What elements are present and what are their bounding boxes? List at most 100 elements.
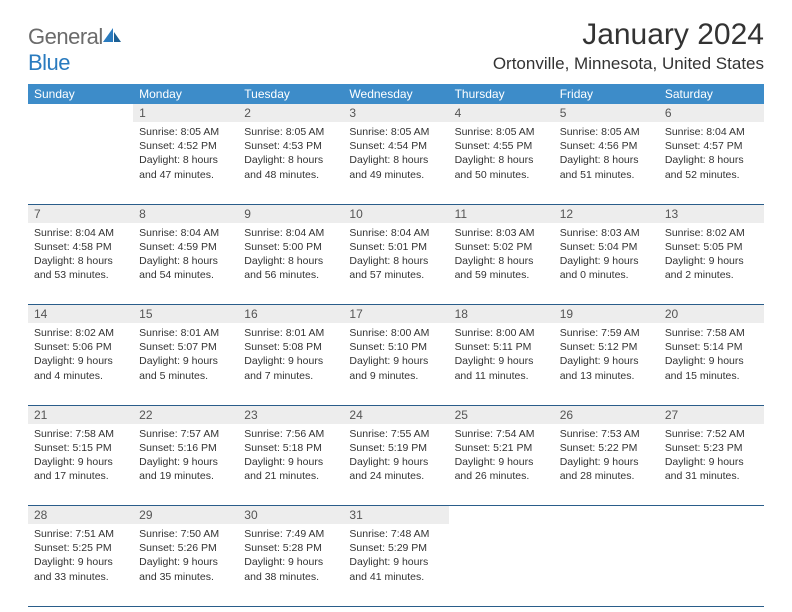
sail-icon bbox=[101, 24, 123, 49]
day-cell: Sunrise: 8:03 AMSunset: 5:04 PMDaylight:… bbox=[554, 223, 659, 305]
day-cell: Sunrise: 8:04 AMSunset: 5:00 PMDaylight:… bbox=[238, 223, 343, 305]
day-cell: Sunrise: 7:52 AMSunset: 5:23 PMDaylight:… bbox=[659, 424, 764, 506]
weekday-header: Wednesday bbox=[343, 84, 448, 104]
day-cell-body: Sunrise: 8:04 AMSunset: 5:00 PMDaylight:… bbox=[238, 223, 343, 289]
day-number: 19 bbox=[554, 305, 659, 324]
day-cell-body: Sunrise: 8:05 AMSunset: 4:55 PMDaylight:… bbox=[449, 122, 554, 188]
day-cell-body: Sunrise: 7:56 AMSunset: 5:18 PMDaylight:… bbox=[238, 424, 343, 490]
day-number: 5 bbox=[554, 104, 659, 122]
day-cell: Sunrise: 8:01 AMSunset: 5:08 PMDaylight:… bbox=[238, 323, 343, 405]
day-number: 21 bbox=[28, 405, 133, 424]
day-cell-body: Sunrise: 7:58 AMSunset: 5:15 PMDaylight:… bbox=[28, 424, 133, 490]
day-cell: Sunrise: 8:05 AMSunset: 4:52 PMDaylight:… bbox=[133, 122, 238, 204]
day-cell: Sunrise: 8:05 AMSunset: 4:53 PMDaylight:… bbox=[238, 122, 343, 204]
weekday-header: Monday bbox=[133, 84, 238, 104]
day-cell-body: Sunrise: 8:04 AMSunset: 4:58 PMDaylight:… bbox=[28, 223, 133, 289]
day-number: 20 bbox=[659, 305, 764, 324]
day-cell bbox=[554, 524, 659, 606]
day-cell: Sunrise: 7:59 AMSunset: 5:12 PMDaylight:… bbox=[554, 323, 659, 405]
day-cell: Sunrise: 8:05 AMSunset: 4:55 PMDaylight:… bbox=[449, 122, 554, 204]
day-number bbox=[28, 104, 133, 122]
day-number: 18 bbox=[449, 305, 554, 324]
day-cell-body: Sunrise: 8:04 AMSunset: 4:57 PMDaylight:… bbox=[659, 122, 764, 188]
day-cell-body: Sunrise: 8:05 AMSunset: 4:53 PMDaylight:… bbox=[238, 122, 343, 188]
day-cell-body: Sunrise: 8:01 AMSunset: 5:07 PMDaylight:… bbox=[133, 323, 238, 389]
day-cell-body: Sunrise: 7:50 AMSunset: 5:26 PMDaylight:… bbox=[133, 524, 238, 590]
day-cell: Sunrise: 8:02 AMSunset: 5:05 PMDaylight:… bbox=[659, 223, 764, 305]
day-cell: Sunrise: 7:54 AMSunset: 5:21 PMDaylight:… bbox=[449, 424, 554, 506]
day-number: 15 bbox=[133, 305, 238, 324]
day-cell: Sunrise: 8:04 AMSunset: 5:01 PMDaylight:… bbox=[343, 223, 448, 305]
day-cell bbox=[449, 524, 554, 606]
day-number: 10 bbox=[343, 204, 448, 223]
calendar-table: SundayMondayTuesdayWednesdayThursdayFrid… bbox=[28, 84, 764, 607]
day-cell: Sunrise: 7:58 AMSunset: 5:15 PMDaylight:… bbox=[28, 424, 133, 506]
day-number: 13 bbox=[659, 204, 764, 223]
day-cell-body: Sunrise: 7:54 AMSunset: 5:21 PMDaylight:… bbox=[449, 424, 554, 490]
day-cell-body: Sunrise: 8:04 AMSunset: 5:01 PMDaylight:… bbox=[343, 223, 448, 289]
day-number bbox=[659, 506, 764, 525]
day-number-row: 14151617181920 bbox=[28, 305, 764, 324]
day-number: 29 bbox=[133, 506, 238, 525]
day-number: 31 bbox=[343, 506, 448, 525]
week-row: Sunrise: 7:51 AMSunset: 5:25 PMDaylight:… bbox=[28, 524, 764, 606]
day-cell-body: Sunrise: 7:53 AMSunset: 5:22 PMDaylight:… bbox=[554, 424, 659, 490]
day-number: 9 bbox=[238, 204, 343, 223]
weekday-header: Sunday bbox=[28, 84, 133, 104]
day-cell: Sunrise: 7:58 AMSunset: 5:14 PMDaylight:… bbox=[659, 323, 764, 405]
day-cell bbox=[659, 524, 764, 606]
weekday-header: Friday bbox=[554, 84, 659, 104]
day-number: 7 bbox=[28, 204, 133, 223]
weekday-header: Thursday bbox=[449, 84, 554, 104]
day-cell: Sunrise: 7:53 AMSunset: 5:22 PMDaylight:… bbox=[554, 424, 659, 506]
weekday-header-row: SundayMondayTuesdayWednesdayThursdayFrid… bbox=[28, 84, 764, 104]
logo: General Blue bbox=[28, 24, 123, 76]
day-cell: Sunrise: 7:57 AMSunset: 5:16 PMDaylight:… bbox=[133, 424, 238, 506]
day-number: 26 bbox=[554, 405, 659, 424]
day-cell-body: Sunrise: 7:57 AMSunset: 5:16 PMDaylight:… bbox=[133, 424, 238, 490]
day-number: 22 bbox=[133, 405, 238, 424]
day-cell-body: Sunrise: 7:58 AMSunset: 5:14 PMDaylight:… bbox=[659, 323, 764, 389]
day-number: 17 bbox=[343, 305, 448, 324]
day-cell: Sunrise: 8:03 AMSunset: 5:02 PMDaylight:… bbox=[449, 223, 554, 305]
day-cell-body: Sunrise: 8:02 AMSunset: 5:05 PMDaylight:… bbox=[659, 223, 764, 289]
weekday-header: Saturday bbox=[659, 84, 764, 104]
day-number: 27 bbox=[659, 405, 764, 424]
day-number: 6 bbox=[659, 104, 764, 122]
day-cell: Sunrise: 7:55 AMSunset: 5:19 PMDaylight:… bbox=[343, 424, 448, 506]
day-cell-body: Sunrise: 8:05 AMSunset: 4:54 PMDaylight:… bbox=[343, 122, 448, 188]
logo-text-general: General bbox=[28, 24, 103, 49]
month-title: January 2024 bbox=[493, 18, 764, 52]
day-cell: Sunrise: 8:01 AMSunset: 5:07 PMDaylight:… bbox=[133, 323, 238, 405]
day-cell: Sunrise: 8:02 AMSunset: 5:06 PMDaylight:… bbox=[28, 323, 133, 405]
day-number bbox=[449, 506, 554, 525]
day-number: 2 bbox=[238, 104, 343, 122]
day-cell: Sunrise: 7:50 AMSunset: 5:26 PMDaylight:… bbox=[133, 524, 238, 606]
day-cell-body: Sunrise: 7:55 AMSunset: 5:19 PMDaylight:… bbox=[343, 424, 448, 490]
title-block: January 2024 Ortonville, Minnesota, Unit… bbox=[493, 18, 764, 74]
day-cell: Sunrise: 8:04 AMSunset: 4:57 PMDaylight:… bbox=[659, 122, 764, 204]
weekday-header: Tuesday bbox=[238, 84, 343, 104]
day-cell-body: Sunrise: 7:48 AMSunset: 5:29 PMDaylight:… bbox=[343, 524, 448, 590]
day-cell: Sunrise: 7:56 AMSunset: 5:18 PMDaylight:… bbox=[238, 424, 343, 506]
day-number: 28 bbox=[28, 506, 133, 525]
day-cell: Sunrise: 8:04 AMSunset: 4:59 PMDaylight:… bbox=[133, 223, 238, 305]
day-cell: Sunrise: 8:05 AMSunset: 4:56 PMDaylight:… bbox=[554, 122, 659, 204]
day-cell-body: Sunrise: 8:05 AMSunset: 4:56 PMDaylight:… bbox=[554, 122, 659, 188]
day-cell-body: Sunrise: 7:59 AMSunset: 5:12 PMDaylight:… bbox=[554, 323, 659, 389]
day-cell: Sunrise: 8:00 AMSunset: 5:11 PMDaylight:… bbox=[449, 323, 554, 405]
day-cell: Sunrise: 7:51 AMSunset: 5:25 PMDaylight:… bbox=[28, 524, 133, 606]
day-number: 12 bbox=[554, 204, 659, 223]
day-number-row: 123456 bbox=[28, 104, 764, 122]
day-number: 8 bbox=[133, 204, 238, 223]
day-number: 1 bbox=[133, 104, 238, 122]
day-number: 16 bbox=[238, 305, 343, 324]
day-cell-body: Sunrise: 7:51 AMSunset: 5:25 PMDaylight:… bbox=[28, 524, 133, 590]
day-number: 4 bbox=[449, 104, 554, 122]
day-cell-body: Sunrise: 8:02 AMSunset: 5:06 PMDaylight:… bbox=[28, 323, 133, 389]
header: General Blue January 2024 Ortonville, Mi… bbox=[28, 18, 764, 76]
day-number: 25 bbox=[449, 405, 554, 424]
week-row: Sunrise: 8:02 AMSunset: 5:06 PMDaylight:… bbox=[28, 323, 764, 405]
day-number: 11 bbox=[449, 204, 554, 223]
day-cell-body: Sunrise: 8:00 AMSunset: 5:11 PMDaylight:… bbox=[449, 323, 554, 389]
